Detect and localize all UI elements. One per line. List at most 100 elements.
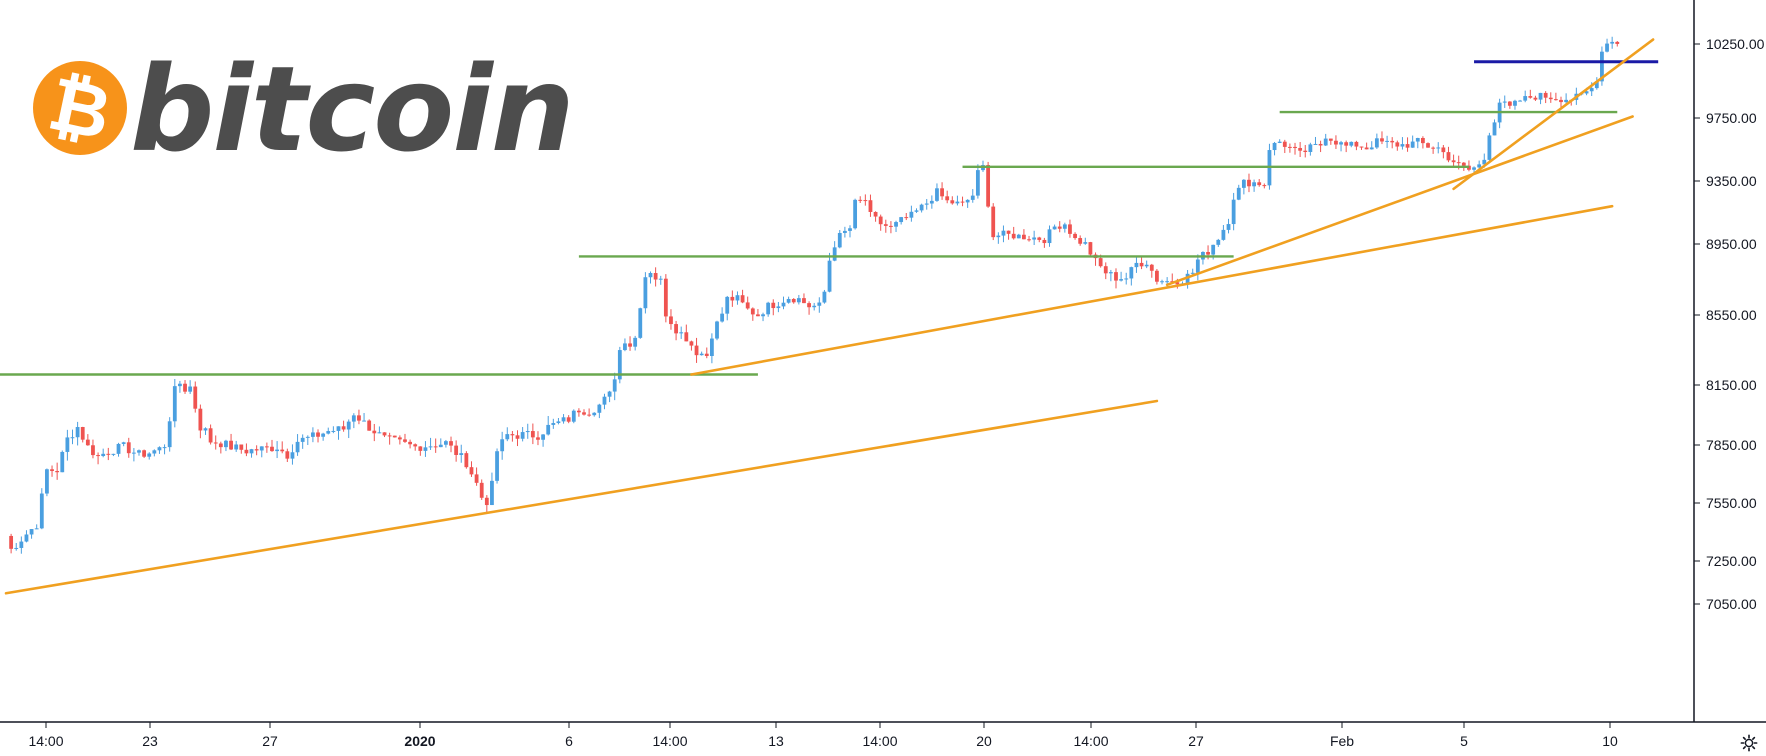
candle	[945, 190, 950, 204]
candle	[510, 431, 515, 442]
candle	[761, 312, 765, 322]
candle	[218, 441, 223, 454]
candle	[121, 441, 126, 447]
candle	[1523, 90, 1528, 103]
candle	[495, 448, 499, 484]
candle	[39, 488, 44, 530]
candle	[1129, 266, 1134, 286]
candle	[909, 205, 914, 222]
candle	[137, 449, 141, 456]
candle	[1042, 237, 1047, 248]
x-tick-label: 6	[565, 733, 573, 749]
candle	[9, 533, 14, 554]
candle	[357, 409, 361, 425]
candle	[771, 299, 776, 316]
trendline	[1452, 38, 1655, 191]
candle	[249, 448, 254, 458]
x-tick-label: 23	[142, 733, 158, 749]
candle	[638, 307, 643, 339]
candle	[1016, 233, 1021, 239]
candle	[1318, 140, 1323, 153]
trendlines	[4, 38, 1655, 595]
candle	[1390, 137, 1395, 149]
candle	[1451, 154, 1456, 168]
candle	[602, 393, 607, 410]
candle	[970, 189, 975, 203]
candle	[413, 443, 418, 451]
y-tick-label: 9750.00	[1706, 110, 1757, 126]
candle	[1528, 89, 1533, 99]
candle	[648, 271, 653, 284]
candle	[479, 479, 484, 500]
candle	[474, 467, 479, 486]
candle	[996, 232, 1001, 244]
candle	[362, 413, 366, 422]
candle	[924, 198, 929, 210]
candle	[827, 252, 832, 293]
x-tick-label: 10	[1602, 733, 1618, 749]
candle	[167, 417, 172, 452]
candle	[684, 324, 689, 342]
candle	[1027, 235, 1031, 242]
settings-gear-icon[interactable]	[1740, 734, 1758, 752]
candle	[275, 441, 280, 459]
candle	[1252, 179, 1256, 192]
candle	[582, 409, 586, 416]
y-tick-label: 9350.00	[1706, 173, 1757, 189]
candle	[96, 452, 100, 465]
candle	[505, 427, 510, 442]
candle	[1533, 95, 1538, 101]
candle	[85, 434, 90, 446]
candle	[147, 452, 152, 460]
candle	[612, 372, 617, 401]
candle	[556, 417, 561, 425]
candle	[551, 418, 556, 429]
candle	[305, 435, 310, 446]
candle	[1594, 77, 1599, 90]
candle	[1011, 226, 1016, 240]
y-tick-label: 7050.00	[1706, 596, 1757, 612]
candle	[290, 444, 295, 465]
candle	[295, 434, 300, 456]
candle	[669, 309, 673, 330]
candle	[1395, 140, 1400, 151]
candle	[1507, 101, 1512, 109]
candle	[162, 444, 167, 455]
candle	[101, 448, 106, 458]
candle	[116, 442, 121, 457]
candle	[423, 441, 428, 457]
candle	[679, 326, 684, 339]
candle	[1103, 262, 1108, 280]
candle	[776, 301, 781, 313]
candle	[1062, 222, 1067, 233]
candle	[1400, 137, 1405, 150]
candle	[1426, 142, 1430, 148]
candle	[1088, 241, 1093, 257]
x-tick-label: 20	[976, 733, 992, 749]
candle	[1364, 142, 1369, 150]
trendline	[1165, 115, 1634, 287]
y-tick-label: 10250.00	[1706, 36, 1765, 52]
candle	[1492, 119, 1497, 136]
candle	[1190, 268, 1195, 276]
candle	[392, 435, 397, 438]
candle	[822, 289, 827, 304]
candle	[832, 241, 837, 262]
candle	[628, 336, 632, 351]
candle	[653, 267, 658, 287]
candle	[1282, 139, 1287, 154]
candle	[490, 472, 494, 506]
candle	[438, 438, 443, 448]
candle	[730, 290, 735, 307]
candle	[331, 426, 336, 434]
y-tick-label: 7250.00	[1706, 553, 1757, 569]
candle	[1405, 137, 1410, 152]
candle	[1144, 260, 1149, 269]
candle	[1078, 235, 1083, 246]
candle	[1221, 225, 1226, 241]
candle	[70, 429, 75, 445]
candle	[229, 433, 233, 451]
plot-area[interactable]	[0, 0, 1694, 722]
candle	[975, 164, 980, 199]
